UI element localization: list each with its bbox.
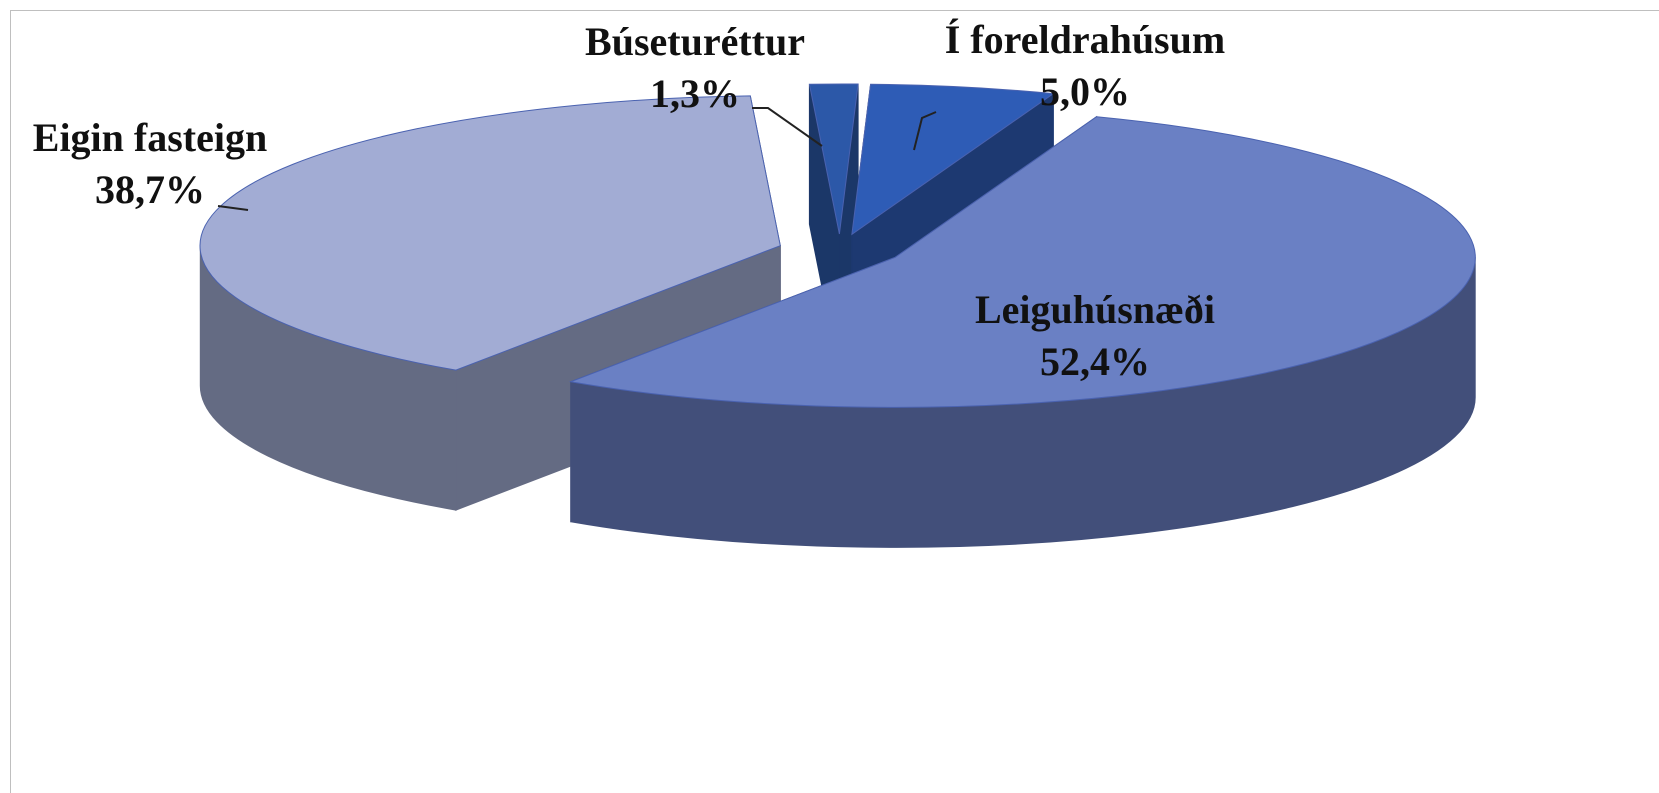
data-label: Búseturéttur 1,3% [585,16,805,120]
data-label: Leiguhúsnæði 52,4% [975,284,1215,388]
data-label: Í foreldrahúsum 5,0% [935,14,1235,118]
leader-line [752,107,823,147]
slices [199,83,1476,548]
data-label: Eigin fasteign 38,7% [33,112,267,216]
category-label: Eigin fasteign [32,115,268,160]
value-label: 38,7% [94,167,205,212]
value-label: 52,4% [1039,339,1150,384]
category-label: Í foreldrahúsum [944,17,1226,62]
value-label: 5,0% [1040,69,1130,114]
slice-top [568,116,1476,408]
leader-line [913,111,937,151]
leader-lines [217,107,937,211]
slice-top [851,83,1055,236]
category-label: Leiguhúsnæði [974,287,1216,332]
chart-frame [10,10,1659,793]
value-label: 1,3% [650,71,740,116]
slice-top [808,83,859,235]
category-label: Búseturéttur [585,19,805,64]
leader-line [217,205,249,211]
